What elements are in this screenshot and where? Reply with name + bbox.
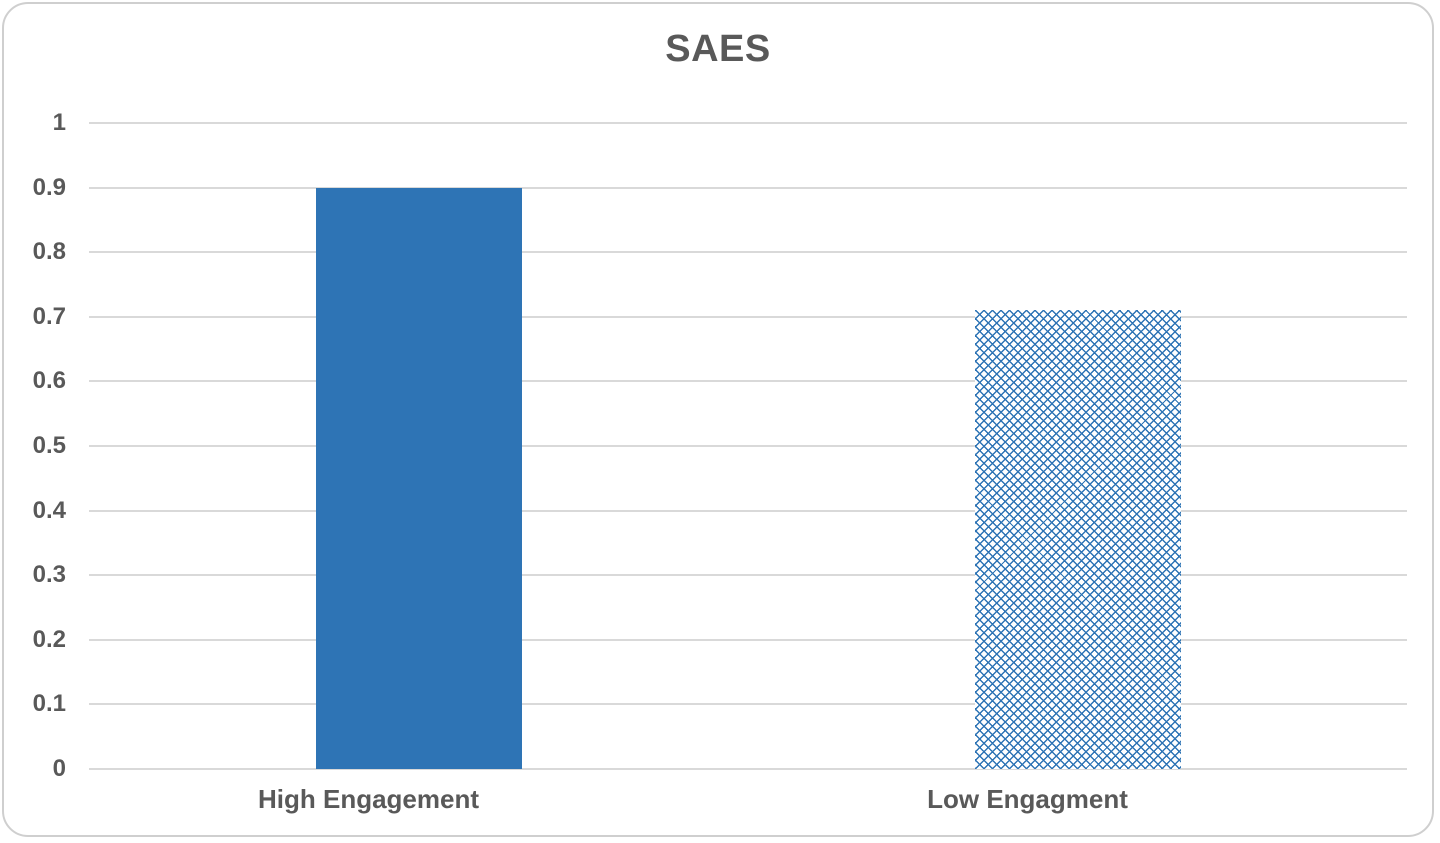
- y-tick-label-0.7: 0.7: [32, 302, 66, 330]
- category-label-low-engagment: Low Engagment: [927, 784, 1128, 814]
- gridline-0.1: [89, 703, 1407, 706]
- gridline-0.7: [89, 315, 1407, 318]
- bar-high-engagement: [315, 187, 522, 769]
- y-tick-label-0.2: 0.2: [32, 625, 66, 653]
- y-tick-label-0.9: 0.9: [32, 173, 66, 201]
- y-tick-label-0.4: 0.4: [32, 496, 66, 524]
- y-tick-label-0.3: 0.3: [32, 561, 66, 589]
- y-tick-label-1: 1: [52, 109, 66, 136]
- chart-title: SAES: [665, 28, 771, 70]
- gridline-0.8: [89, 251, 1407, 254]
- gridline-0.2: [89, 638, 1407, 641]
- y-tick-label-0: 0: [52, 755, 66, 782]
- gridline-0: [89, 768, 1407, 770]
- gridline-0.6: [89, 380, 1407, 383]
- plot-area: [89, 122, 1407, 770]
- bar-low-engagment: [974, 310, 1181, 769]
- category-label-high-engagement: High Engagement: [257, 784, 480, 814]
- gridline-0.4: [89, 509, 1407, 512]
- y-tick-label-0.1: 0.1: [32, 690, 66, 718]
- gridline-0.5: [89, 445, 1407, 447]
- y-tick-label-0.6: 0.6: [32, 367, 66, 395]
- y-tick-label-0.5: 0.5: [32, 432, 66, 459]
- gridline-0.9: [89, 186, 1407, 189]
- y-tick-label-0.8: 0.8: [32, 238, 66, 266]
- gridline-0.3: [89, 574, 1407, 577]
- gridline-1: [89, 122, 1407, 124]
